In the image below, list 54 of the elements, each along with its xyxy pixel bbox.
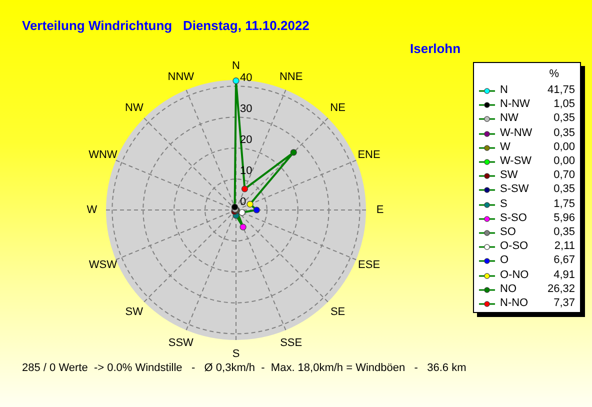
category-label: S-SW (500, 183, 529, 196)
spoke-label: S (232, 348, 240, 360)
spoke-label: SW (125, 306, 144, 318)
category-label: N-NO (500, 297, 528, 309)
spoke-label: N (232, 60, 240, 72)
spoke-label: WNW (88, 148, 118, 161)
text: 1,75 (554, 198, 575, 210)
text: Iserlohn (410, 41, 461, 56)
chart-title: Verteilung Windrichtung Dienstag, 11.10.2022 (22, 18, 310, 33)
text: 6,67 (554, 254, 575, 266)
y-tick-label: 0 (240, 196, 246, 208)
spoke-label: NW (125, 102, 144, 114)
category-label: O (500, 254, 509, 266)
category-label: O-NO (500, 268, 529, 281)
y-tick-label: 30 (240, 103, 252, 116)
category-label: S (500, 198, 508, 210)
text: 26,32 (547, 282, 575, 295)
text: 0,35 (554, 183, 575, 196)
text: 0,00 (554, 155, 575, 167)
spoke-label: SSW (168, 337, 194, 350)
category-label: SW (500, 169, 518, 182)
category-label: W-NW (500, 126, 532, 139)
text: 7,37 (554, 297, 575, 309)
spoke-label: NE (330, 102, 346, 114)
legend-title: % (549, 68, 559, 80)
spoke-label: WSW (88, 259, 118, 272)
spoke-label: E (376, 204, 384, 216)
spoke-label: NNW (168, 70, 195, 83)
category-label: N (500, 84, 508, 96)
category-label: S-SO (500, 212, 527, 224)
category-label: SO (500, 226, 516, 238)
text: 0,00 (554, 140, 575, 153)
category-label: N-NW (500, 98, 530, 110)
category-label: O-SO (500, 240, 528, 252)
text: 2,11 (554, 240, 575, 252)
text: 4,91 (554, 268, 575, 281)
text: 0,70 (554, 169, 575, 182)
spoke-label: NNE (279, 70, 303, 83)
text: 41,75 (547, 84, 575, 96)
spoke-label: ESE (358, 259, 380, 272)
text: 0,35 (554, 226, 575, 238)
spoke-label: SE (330, 306, 346, 318)
text: 285 / 0 Werte -> 0.0% Windstille - Ø 0,3km/h - Max. 18,0km/h = Windböen - 36.6 km (22, 362, 466, 374)
category-label: NW (500, 112, 518, 124)
text: 1,05 (554, 98, 575, 110)
category-label: W-SW (500, 155, 532, 167)
spoke-label: W (86, 204, 98, 216)
text: 5,96 (554, 212, 575, 224)
category-label: W (500, 140, 510, 153)
text: 0,35 (554, 112, 575, 124)
text: 0,35 (554, 126, 575, 139)
spoke-label: ENE (358, 148, 380, 161)
category-label: NO (500, 282, 516, 295)
spoke-label: SSE (280, 337, 302, 350)
